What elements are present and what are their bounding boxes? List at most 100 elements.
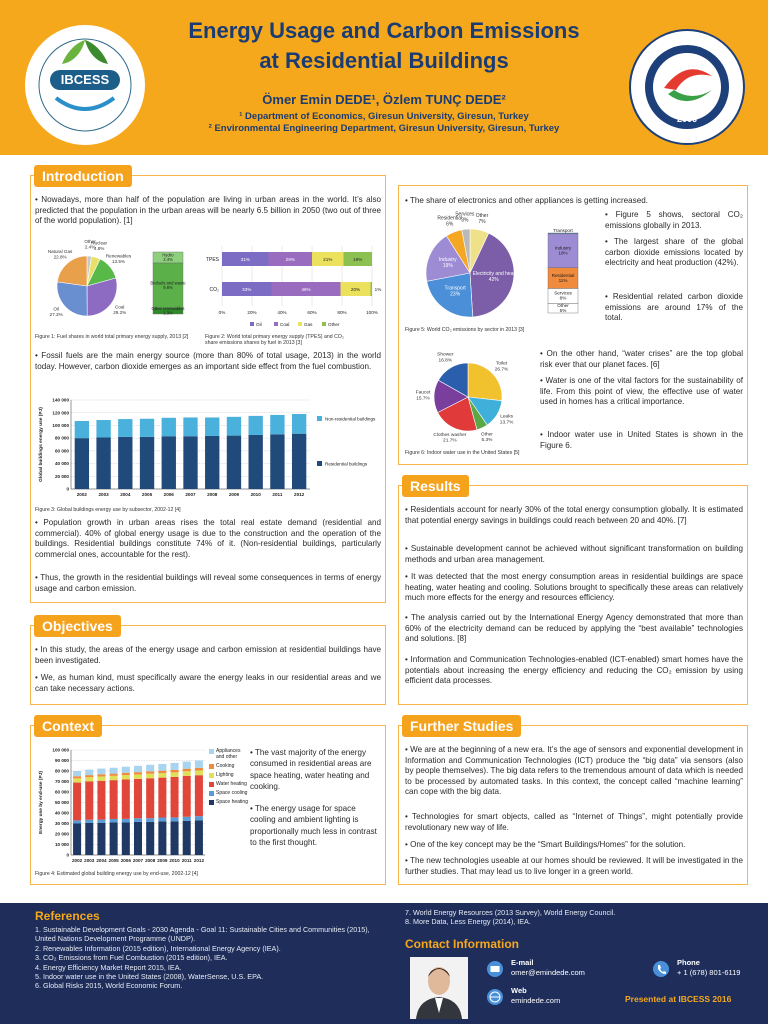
results-panel (398, 485, 748, 705)
y-tick-label: TPES (206, 257, 220, 263)
bar-segment (85, 775, 94, 778)
y-tick-label: 20 000 (55, 474, 69, 479)
x-tick-label: 2004 (96, 858, 107, 863)
legend-swatch (209, 749, 214, 754)
value-label: 1% (375, 287, 382, 292)
bar-segment (97, 768, 106, 775)
bar-segment (226, 416, 242, 436)
bar-segment (121, 822, 130, 855)
x-tick-label: 2008 (145, 858, 156, 863)
bar-segment (139, 436, 155, 489)
paragraph: • Population growth in urban areas rises… (35, 518, 381, 559)
bar-segment (222, 252, 269, 266)
objectives-panel (30, 625, 386, 705)
contact-value[interactable]: + 1 (678) 801-6119 (677, 968, 741, 977)
y-tick-label: 0 (66, 487, 69, 492)
value-label: 31% (241, 257, 250, 262)
contact-value[interactable]: omer@emindede.com (511, 968, 585, 977)
section-heading: Results (402, 475, 469, 497)
bar-segment (109, 780, 118, 819)
logo-right: GIRESUN UNIVERSITY 2006 (629, 29, 745, 145)
bar-segment (194, 770, 203, 776)
slice-label: Electricity and heat (473, 271, 516, 277)
bar-segment (133, 765, 143, 773)
y-axis-label: Energy use by end-use (PJ) (38, 771, 44, 834)
figures-panel (398, 185, 748, 465)
bar-segment (96, 420, 111, 438)
legend-swatch (209, 764, 214, 769)
slice-label: Shower (437, 352, 454, 358)
bar-segment (109, 818, 118, 823)
contact-value[interactable]: emindede.com (511, 996, 561, 1005)
slice-value: 7% (478, 219, 486, 225)
bar-segment (370, 282, 372, 296)
breakdown-label: Biofuels and waste (150, 280, 186, 285)
section-heading: Context (34, 715, 103, 737)
x-tick-label: 100% (366, 310, 378, 315)
logo-wave (54, 96, 116, 111)
logo-leaf (62, 40, 85, 64)
legend-label: Coal (280, 322, 289, 327)
bar-segment (248, 415, 263, 435)
x-tick-label: 2011 (272, 492, 282, 497)
paragraph: • Fossil fuels are the main energy sourc… (35, 351, 381, 371)
paragraph: • In this study, the areas of the energy… (35, 645, 381, 665)
bar-segment (74, 438, 90, 489)
figure-4-legend: Appliances and other Cooking Lighting Water… (209, 748, 249, 808)
bar-segment (194, 775, 203, 817)
paragraph: • The analysis carried out by the Intern… (405, 613, 743, 644)
header-rule (0, 155, 768, 158)
bar-segment (109, 822, 118, 855)
paragraph: • Information and Communication Technolo… (405, 655, 743, 686)
bar-segment (343, 252, 372, 266)
bar-segment (73, 771, 82, 777)
x-tick-label: 2002 (77, 492, 88, 497)
bar-segment (97, 822, 106, 855)
further-studies-panel (398, 725, 748, 885)
footer-band (0, 903, 768, 1024)
bar-segment (118, 436, 133, 489)
breakdown-label: Services (554, 291, 572, 296)
x-tick-label: 0% (219, 310, 226, 315)
value-label: 21% (323, 257, 332, 262)
bar-segment (161, 417, 176, 437)
reference: 6. Global Risks 2015, World Economic For… (35, 981, 183, 991)
bar-segment (133, 778, 143, 819)
slice-value: 13.7% (500, 419, 514, 425)
y-tick-label: 120 000 (52, 410, 69, 415)
slice-label: Other (84, 239, 96, 244)
paragraph: • It was detected that the most energy c… (405, 572, 743, 603)
contact-phone: Phone + 1 (678) 801-6119 (677, 958, 740, 978)
photo (410, 957, 468, 1019)
context-panel (30, 725, 386, 885)
bar-segment (183, 417, 198, 437)
value-label: 33% (242, 287, 251, 292)
bar-segment (73, 823, 82, 855)
legend-swatch (209, 782, 214, 787)
contact-email: E-mail omer@emindede.com (511, 958, 585, 978)
slice-label: Renewables (106, 253, 132, 258)
bar-segment (170, 769, 179, 773)
bar-segment (133, 774, 143, 779)
bar-segment (121, 772, 130, 776)
slice-value: 21.7% (443, 438, 457, 444)
pie-slice (437, 362, 469, 398)
paragraph: • The new technologies useable at our ho… (405, 856, 743, 876)
bar-segment (121, 779, 130, 819)
bar-segment (248, 434, 263, 489)
legend-item: Lighting (209, 772, 249, 778)
breakdown-segment (152, 307, 184, 315)
paragraph: • Sustainable development cannot be achi… (405, 544, 743, 564)
bar-segment (85, 822, 94, 855)
bar-segment (170, 772, 179, 777)
breakdown-value: 18% (558, 251, 567, 256)
y-tick-label: 40 000 (55, 461, 69, 466)
bar-segment (205, 435, 220, 489)
pie-slice (56, 281, 88, 317)
bar-segment (194, 820, 203, 855)
bar-segment (291, 433, 307, 489)
x-tick-label: 2002 (72, 858, 83, 863)
legend-label: Gas (304, 322, 313, 327)
figure-caption: Figure 6: Indoor water use in the United… (405, 450, 520, 456)
slice-label: Services (455, 212, 475, 218)
